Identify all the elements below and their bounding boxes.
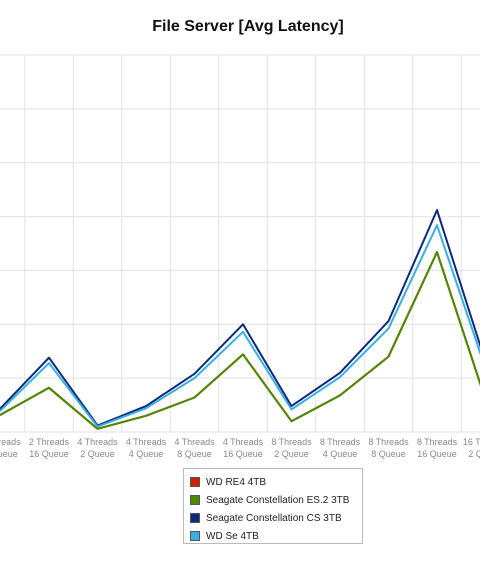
x-tick-label: 4 Queue [323,449,358,459]
x-tick-label: 8 Threads [368,437,409,447]
legend-item[interactable]: Seagate Constellation ES.2 3TB [190,493,349,507]
x-tick-label: 8 Queue [177,449,212,459]
series-line [0,251,480,430]
x-tick-label: 2 Queue [0,449,18,459]
legend-label: Seagate Constellation ES.2 3TB [206,494,350,506]
x-tick-label: 2 Threads [29,437,70,447]
legend-label: Seagate Constellation CS 3TB [206,512,342,524]
series-line [0,209,480,427]
chart-title: File Server [Avg Latency] [152,18,344,35]
x-tick-label: 16 Threads [463,437,480,447]
series-line [0,224,480,428]
x-tick-label: 1 Threads [0,437,21,447]
legend-item[interactable]: Seagate Constellation CS 3TB [190,511,342,525]
x-tick-label: 8 Threads [320,437,361,447]
x-tick-label: 8 Threads [417,437,458,447]
x-tick-label: 16 Queue [29,449,69,459]
legend-item[interactable]: WD RE4 4TB [190,475,266,489]
x-tick-label: 2 Queue [468,449,480,459]
legend-swatch [190,531,200,541]
x-tick-label: 2 Queue [274,449,309,459]
legend-swatch [190,513,200,523]
x-tick-label: 16 Queue [417,449,457,459]
x-tick-label: 4 Threads [223,437,264,447]
legend-swatch [190,495,200,505]
x-tick-label: 4 Threads [126,437,167,447]
x-tick-label: 4 Queue [129,449,164,459]
x-tick-label: 4 Threads [174,437,215,447]
x-tick-label: 8 Queue [371,449,406,459]
legend-label: WD Se 4TB [206,530,259,542]
x-tick-label: 8 Threads [271,437,312,447]
legend-swatch [190,477,200,487]
x-tick-label: 2 Queue [80,449,115,459]
legend-item[interactable]: WD Se 4TB [190,529,259,543]
x-tick-label: 4 Threads [77,437,118,447]
legend-label: WD RE4 4TB [206,476,267,488]
chart-legend: WD RE4 4TB Seagate Constellation ES.2 3T… [183,468,363,544]
x-tick-label: 16 Queue [223,449,263,459]
